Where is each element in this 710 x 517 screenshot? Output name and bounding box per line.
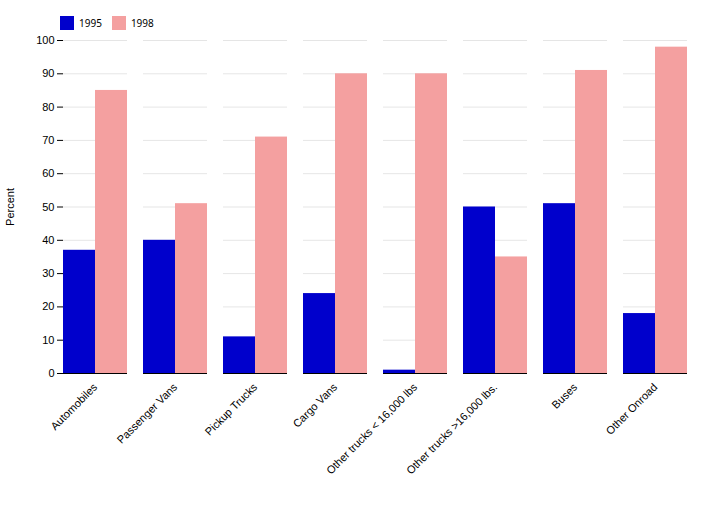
svg-text:100: 100 bbox=[36, 34, 54, 46]
svg-text:90: 90 bbox=[42, 67, 54, 79]
svg-text:10: 10 bbox=[42, 334, 54, 346]
html-text:1995: 1995 bbox=[79, 15, 102, 30]
html-text:1998: 1998 bbox=[130, 15, 154, 30]
svg-text:30: 30 bbox=[42, 267, 54, 279]
svg-text:Other Onroad: Other Onroad bbox=[603, 381, 659, 437]
svg-text:Pickup Trucks: Pickup Trucks bbox=[203, 380, 260, 437]
svg-text:50: 50 bbox=[42, 201, 54, 213]
svg-text:Buses: Buses bbox=[549, 380, 579, 410]
svg-text:60: 60 bbox=[42, 167, 54, 179]
svg-text:Cargo Vans: Cargo Vans bbox=[290, 380, 339, 429]
svg-text:70: 70 bbox=[42, 134, 54, 146]
svg-text:Automobiles: Automobiles bbox=[48, 380, 100, 432]
svg-text:Other trucks >16,000 lbs.: Other trucks >16,000 lbs. bbox=[404, 381, 500, 477]
svg-text:0: 0 bbox=[48, 367, 54, 379]
svg-text:Passenger Vans: Passenger Vans bbox=[114, 380, 179, 445]
svg-text:80: 80 bbox=[42, 101, 54, 113]
svg-text:Percent: Percent bbox=[4, 188, 16, 226]
svg-text:20: 20 bbox=[42, 300, 54, 312]
svg-text:Other trucks < 16,000 lbs: Other trucks < 16,000 lbs bbox=[324, 380, 420, 476]
svg-text:40: 40 bbox=[42, 234, 54, 246]
